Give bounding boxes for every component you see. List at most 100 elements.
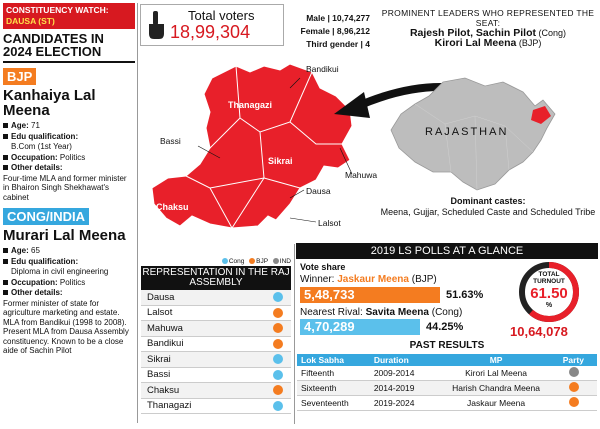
party-dot-icon (273, 385, 283, 396)
party-dot-icon (568, 367, 579, 377)
cell-duration: 2019-2024 (369, 395, 434, 411)
col-lok-sabha: Lok Sabha (297, 354, 370, 366)
col-party: Party (558, 354, 597, 366)
total-voters-box (140, 4, 284, 46)
turnout-value: 61.50 (530, 285, 568, 302)
divider (3, 61, 135, 63)
candidate-age: 65 (31, 246, 40, 255)
leaders-title: PROMINENT LEADERS WHO REPRESENTED THE SE… (381, 8, 595, 28)
constituency-watch-banner: CONSTITUENCY WATCH: DAUSA (ST) (3, 3, 135, 29)
assembly-name: Dausa (147, 291, 175, 303)
party-dot-icon (568, 382, 579, 392)
candidate-name: Murari Lal Meena (3, 227, 126, 244)
assembly-row: Dausa (141, 290, 291, 306)
map-label-thanagazi: Thanagazi (228, 100, 273, 110)
assembly-row: Sikrai (141, 352, 291, 368)
party-dot-icon (273, 338, 283, 349)
candidate-bjp: BJP Kanhaiya Lal Meena Age: 71 Edu quali… (3, 66, 135, 202)
candidate-edu: B.Com (1st Year) (11, 142, 72, 151)
third-gender-count: Third gender | 4 (306, 39, 370, 49)
winner-line: Winner: Jaskaur Meena (BJP) (300, 274, 437, 285)
table-row: Seventeenth 2019-2024 Jaskaur Meena (297, 395, 597, 411)
map-label-bandikui: Bandikui (306, 64, 339, 74)
candidate-occupation: Politics (59, 277, 86, 287)
party-dot-icon (273, 292, 283, 303)
total-voters-value: 18,99,304 (170, 22, 251, 42)
winner-votes-bar: 5,48,733 (300, 287, 440, 303)
cell-party (558, 395, 597, 411)
legend-dot-icon (221, 258, 228, 265)
female-count: Female | 8,96,212 (300, 26, 370, 36)
table-row: Sixteenth 2014-2019 Harish Chandra Meena (297, 380, 597, 396)
candidate-age: 71 (31, 121, 40, 130)
rival-pct: 44.25% (425, 321, 464, 333)
assembly-row: Mahuwa (141, 321, 291, 337)
cell-mp: Kirori Lal Meena (433, 366, 559, 381)
candidate-other-details: Four-time MLA and former minister in Bha… (3, 173, 127, 202)
map-label-dausa: Dausa (306, 186, 331, 196)
candidates-panel: CONSTITUENCY WATCH: DAUSA (ST) CANDIDATE… (3, 3, 135, 425)
party-dot-icon (273, 400, 283, 411)
bullet-icon (3, 258, 8, 264)
assembly-name: Sikrai (147, 353, 171, 365)
past-results-title: PAST RESULTS (409, 340, 485, 351)
representation-title: REPRESENTATION IN THE RAJ ASSEMBLY (141, 266, 291, 290)
winner-bar-row: 5,48,733 51.63% (300, 287, 510, 303)
map-label-sikrai: Sikrai (268, 156, 293, 166)
bullet-icon (3, 123, 8, 129)
party-dot-icon (273, 369, 283, 380)
assembly-row: Thanagazi (141, 399, 291, 414)
assembly-name: Bassi (147, 369, 171, 381)
assembly-name: Chaksu (147, 384, 180, 396)
assembly-name: Mahuwa (147, 322, 183, 334)
column-divider (294, 244, 295, 424)
assembly-name: Thanagazi (147, 400, 192, 412)
candidate-edu: Diploma in civil engineering (11, 267, 109, 276)
bullet-icon (3, 290, 8, 296)
bullet-icon (3, 248, 8, 254)
legend-dot-icon (272, 258, 279, 265)
rajasthan-state-map (390, 77, 556, 191)
assembly-row: Lalsot (141, 306, 291, 321)
legend-dot-icon (249, 258, 256, 265)
cell-party (558, 366, 597, 381)
rival-line: Nearest Rival: Savita Meena (Cong) (300, 307, 463, 318)
candidates-title: CANDIDATES IN 2024 ELECTION (3, 31, 104, 59)
representation-table: Cong BJP IND REPRESENTATION IN THE RAJ A… (141, 258, 291, 414)
gender-breakdown: Male | 10,74,277 Female | 8,96,212 Third… (290, 12, 370, 51)
map-label-mahuwa: Mahuwa (345, 170, 378, 180)
assembly-name: Bandikui (147, 338, 184, 350)
cell-ls: Sixteenth (297, 380, 370, 396)
winner-pct: 51.63% (446, 289, 484, 301)
col-mp: MP (433, 354, 559, 366)
party-dot-icon (568, 397, 579, 407)
map-label-chaksu: Chaksu (156, 202, 189, 212)
watch-prefix: CONSTITUENCY WATCH: (6, 5, 109, 15)
candidate-occupation: Politics (59, 152, 86, 162)
dominant-castes: Dominant castes: Meena, Gujjar, Schedule… (378, 196, 598, 218)
vote-share-label: Vote share (300, 262, 346, 272)
cell-ls: Seventeenth (297, 395, 370, 411)
rival-votes-bar: 4,70,289 (300, 319, 420, 335)
prominent-leaders: PROMINENT LEADERS WHO REPRESENTED THE SE… (378, 8, 598, 48)
cell-mp: Harish Chandra Meena (433, 380, 559, 396)
turnout-ring (519, 262, 579, 322)
cell-ls: Fifteenth (297, 366, 370, 381)
cell-duration: 2009-2014 (369, 366, 434, 381)
map-label-lalsot: Lalsot (318, 218, 341, 228)
past-results-table: Lok Sabha Duration MP Party Fifteenth 200… (297, 354, 597, 411)
polls-title: 2019 LS POLLS AT A GLANCE (296, 243, 598, 259)
district-shape (151, 63, 353, 229)
dausa-district-map (151, 63, 353, 229)
total-voters-label: Total voters (188, 8, 255, 23)
cell-party (558, 380, 597, 396)
party-dot-icon (273, 307, 283, 318)
rival-bar-row: 4,70,289 44.25% (300, 319, 510, 335)
assembly-name: Lalsot (147, 307, 173, 319)
bullet-icon (3, 154, 8, 160)
party-tag-bjp: BJP (3, 68, 37, 85)
turnout-votes: 10,64,078 (510, 324, 568, 339)
cell-mp: Jaskaur Meena (433, 395, 559, 411)
assembly-row: Bassi (141, 368, 291, 383)
finger-vote-icon (149, 11, 164, 39)
